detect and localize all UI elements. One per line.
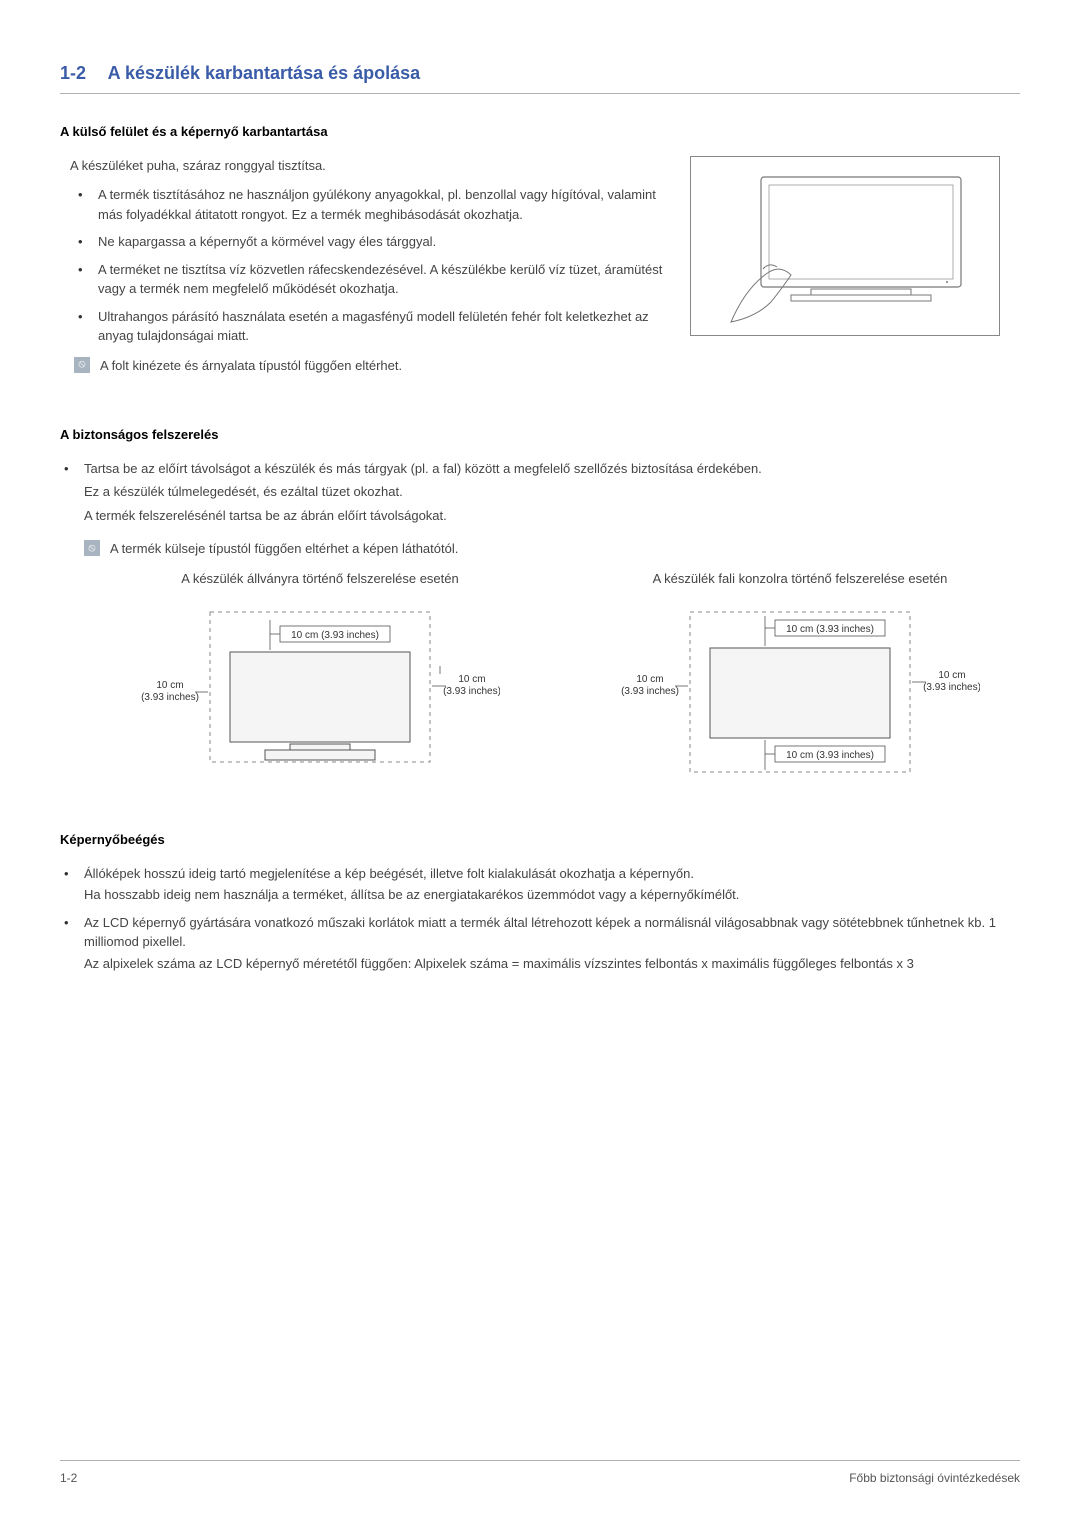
dim-top-wall: 10 cm (3.93 inches) xyxy=(786,624,874,635)
stand-caption: A készülék állványra történő felszerelés… xyxy=(100,569,540,589)
dim-right-cm: 10 cm xyxy=(458,674,485,685)
maintenance-right xyxy=(690,156,1020,386)
dim-right-in: (3.93 inches) xyxy=(443,686,500,697)
burnin-section: Képernyőbeégés Állóképek hosszú ideig ta… xyxy=(60,830,1020,973)
safety-note-text: A termék külseje típustól függően eltérh… xyxy=(110,539,458,559)
dim-left-cm-wall: 10 cm xyxy=(636,674,663,685)
burnin-bullets: Állóképek hosszú ideig tartó megjeleníté… xyxy=(60,864,1020,974)
safety-bullets: Tartsa be az előírt távolságot a készülé… xyxy=(60,459,1020,559)
list-item: Ultrahangos párásító használata esetén a… xyxy=(74,307,670,346)
maintenance-two-col: A készüléket puha, száraz ronggyal tiszt… xyxy=(60,156,1020,386)
dim-left-in-wall: (3.93 inches) xyxy=(621,686,679,697)
dim-top: 10 cm (3.93 inches) xyxy=(291,630,379,641)
dim-left-in: (3.93 inches) xyxy=(141,692,199,703)
safety-heading: A biztonságos felszerelés xyxy=(60,425,1020,445)
safety-sub: Ez a készülék túlmelegedését, és ezáltal… xyxy=(84,482,1020,525)
dim-bottom-wall: 10 cm (3.93 inches) xyxy=(786,750,874,761)
burnin-bullet2: Az LCD képernyő gyártására vonatkozó műs… xyxy=(84,915,996,950)
maintenance-heading: A külső felület és a képernyő karbantart… xyxy=(60,122,1020,142)
list-item: A termék tisztításához ne használjon gyú… xyxy=(74,185,670,224)
wall-column: A készülék fali konzolra történő felszer… xyxy=(580,569,1020,791)
page-footer: 1-2 Főbb biztonsági óvintézkedések xyxy=(60,1460,1020,1487)
burnin-bullet1: Állóképek hosszú ideig tartó megjeleníté… xyxy=(84,866,694,881)
footer-left: 1-2 xyxy=(60,1469,77,1487)
stand-diagram: 10 cm (3.93 inches) 10 cm (3.93 inches) … xyxy=(140,600,500,790)
burnin-heading: Képernyőbeégés xyxy=(60,830,1020,850)
dim-left-cm: 10 cm xyxy=(156,680,183,691)
burnin-sub2: Az alpixelek száma az LCD képernyő méret… xyxy=(84,954,1020,974)
safety-sub2: A termék felszerelésénél tartsa be az áb… xyxy=(84,506,1020,526)
section-header: 1-2 A készülék karbantartása és ápolása xyxy=(60,60,1020,94)
stand-column: A készülék állványra történő felszerelés… xyxy=(100,569,540,791)
maintenance-bullets: A termék tisztításához ne használjon gyú… xyxy=(74,185,670,346)
dim-right-in-wall: (3.93 inches) xyxy=(923,682,980,693)
wall-caption: A készülék fali konzolra történő felszer… xyxy=(580,569,1020,589)
maintenance-note: ⦸ A folt kinézete és árnyalata típustól … xyxy=(74,356,670,376)
maintenance-note-text: A folt kinézete és árnyalata típustól fü… xyxy=(100,356,402,376)
burnin-sub1: Ha hosszabb ideig nem használja a termék… xyxy=(84,885,1020,905)
maintenance-intro: A készüléket puha, száraz ronggyal tiszt… xyxy=(70,156,670,176)
safety-bullet-text: Tartsa be az előírt távolságot a készülé… xyxy=(84,461,762,476)
list-item: Az LCD képernyő gyártására vonatkozó műs… xyxy=(60,913,1020,974)
footer-right: Főbb biztonsági óvintézkedések xyxy=(849,1469,1020,1487)
list-item: Állóképek hosszú ideig tartó megjeleníté… xyxy=(60,864,1020,905)
list-item: Tartsa be az előírt távolságot a készülé… xyxy=(60,459,1020,559)
safety-sub1: Ez a készülék túlmelegedését, és ezáltal… xyxy=(84,482,1020,502)
list-item: Ne kapargassa a képernyőt a körmével vag… xyxy=(74,232,670,252)
safety-note: ⦸ A termék külseje típustól függően elté… xyxy=(84,539,1020,559)
maintenance-section: A külső felület és a képernyő karbantart… xyxy=(60,122,1020,385)
cleaning-diagram xyxy=(690,156,1000,336)
list-item: A terméket ne tisztítsa víz közvetlen rá… xyxy=(74,260,670,299)
info-icon: ⦸ xyxy=(84,540,100,556)
section-title: A készülék karbantartása és ápolása xyxy=(108,63,421,83)
wall-diagram: 10 cm (3.93 inches) 10 cm (3.93 inches) … xyxy=(620,600,980,790)
dim-right-cm-wall: 10 cm xyxy=(938,670,965,681)
info-icon: ⦸ xyxy=(74,357,90,373)
safety-section: A biztonságos felszerelés Tartsa be az e… xyxy=(60,425,1020,790)
section-number: 1-2 xyxy=(60,63,86,83)
installation-diagrams: A készülék állványra történő felszerelés… xyxy=(100,569,1020,791)
maintenance-left: A készüléket puha, száraz ronggyal tiszt… xyxy=(60,156,670,386)
